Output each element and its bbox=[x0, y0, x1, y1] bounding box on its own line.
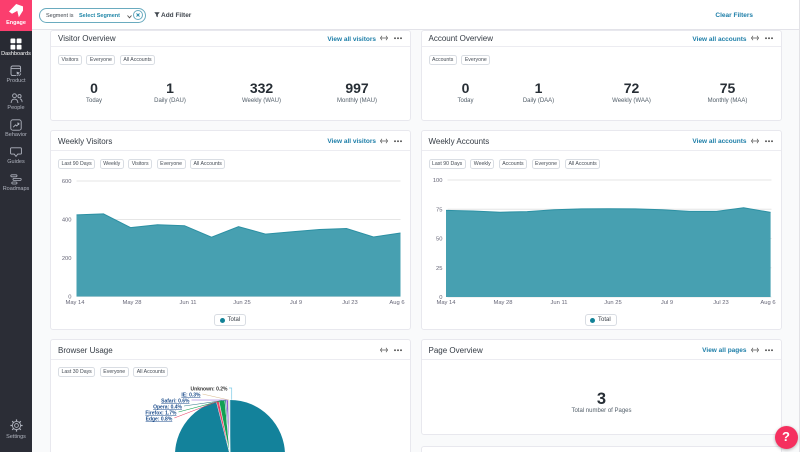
svg-text:Jun 25: Jun 25 bbox=[233, 300, 250, 306]
svg-text:Opera: 0.4%: Opera: 0.4% bbox=[153, 405, 182, 411]
svg-text:0: 0 bbox=[439, 295, 442, 301]
svg-text:IE: 0.3%: IE: 0.3% bbox=[181, 393, 201, 399]
svg-text:Jul 23: Jul 23 bbox=[713, 300, 728, 306]
svg-text:May 28: May 28 bbox=[122, 300, 141, 306]
svg-text:May 28: May 28 bbox=[493, 300, 512, 306]
svg-text:Jun 11: Jun 11 bbox=[550, 300, 567, 306]
svg-text:50: 50 bbox=[436, 237, 442, 243]
svg-text:Jun 25: Jun 25 bbox=[604, 300, 621, 306]
svg-text:0: 0 bbox=[68, 295, 71, 301]
svg-text:Unknown: 0.2%: Unknown: 0.2% bbox=[191, 387, 229, 393]
svg-text:600: 600 bbox=[62, 179, 72, 185]
svg-text:Jun 11: Jun 11 bbox=[180, 300, 197, 306]
svg-text:400: 400 bbox=[62, 218, 72, 224]
svg-text:Firefox: 1.7%: Firefox: 1.7% bbox=[145, 411, 177, 417]
svg-text:Jul 9: Jul 9 bbox=[660, 300, 672, 306]
svg-text:Edge: 0.8%: Edge: 0.8% bbox=[146, 417, 173, 423]
svg-text:May 14: May 14 bbox=[65, 300, 85, 306]
svg-text:May 14: May 14 bbox=[436, 300, 456, 306]
svg-text:200: 200 bbox=[62, 256, 72, 262]
svg-text:25: 25 bbox=[436, 266, 442, 272]
svg-text:Jul 9: Jul 9 bbox=[290, 300, 302, 306]
svg-text:Jul 23: Jul 23 bbox=[342, 300, 357, 306]
svg-text:Safari: 0.6%: Safari: 0.6% bbox=[161, 399, 190, 405]
svg-text:75: 75 bbox=[436, 207, 442, 213]
svg-text:Aug 6: Aug 6 bbox=[760, 300, 775, 306]
svg-text:100: 100 bbox=[432, 178, 442, 184]
svg-text:Aug 6: Aug 6 bbox=[389, 300, 404, 306]
